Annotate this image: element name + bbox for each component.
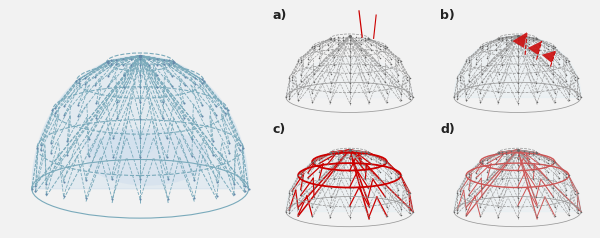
- Text: c): c): [272, 123, 286, 136]
- Polygon shape: [286, 150, 413, 212]
- Text: d): d): [440, 123, 455, 136]
- Text: a): a): [272, 9, 286, 22]
- Text: b): b): [440, 9, 455, 22]
- Polygon shape: [286, 57, 413, 97]
- Polygon shape: [32, 55, 248, 189]
- Polygon shape: [454, 150, 581, 212]
- Ellipse shape: [83, 129, 155, 160]
- Polygon shape: [512, 32, 527, 48]
- Ellipse shape: [85, 129, 209, 186]
- Polygon shape: [542, 51, 556, 63]
- Polygon shape: [527, 41, 542, 55]
- Polygon shape: [454, 36, 581, 97]
